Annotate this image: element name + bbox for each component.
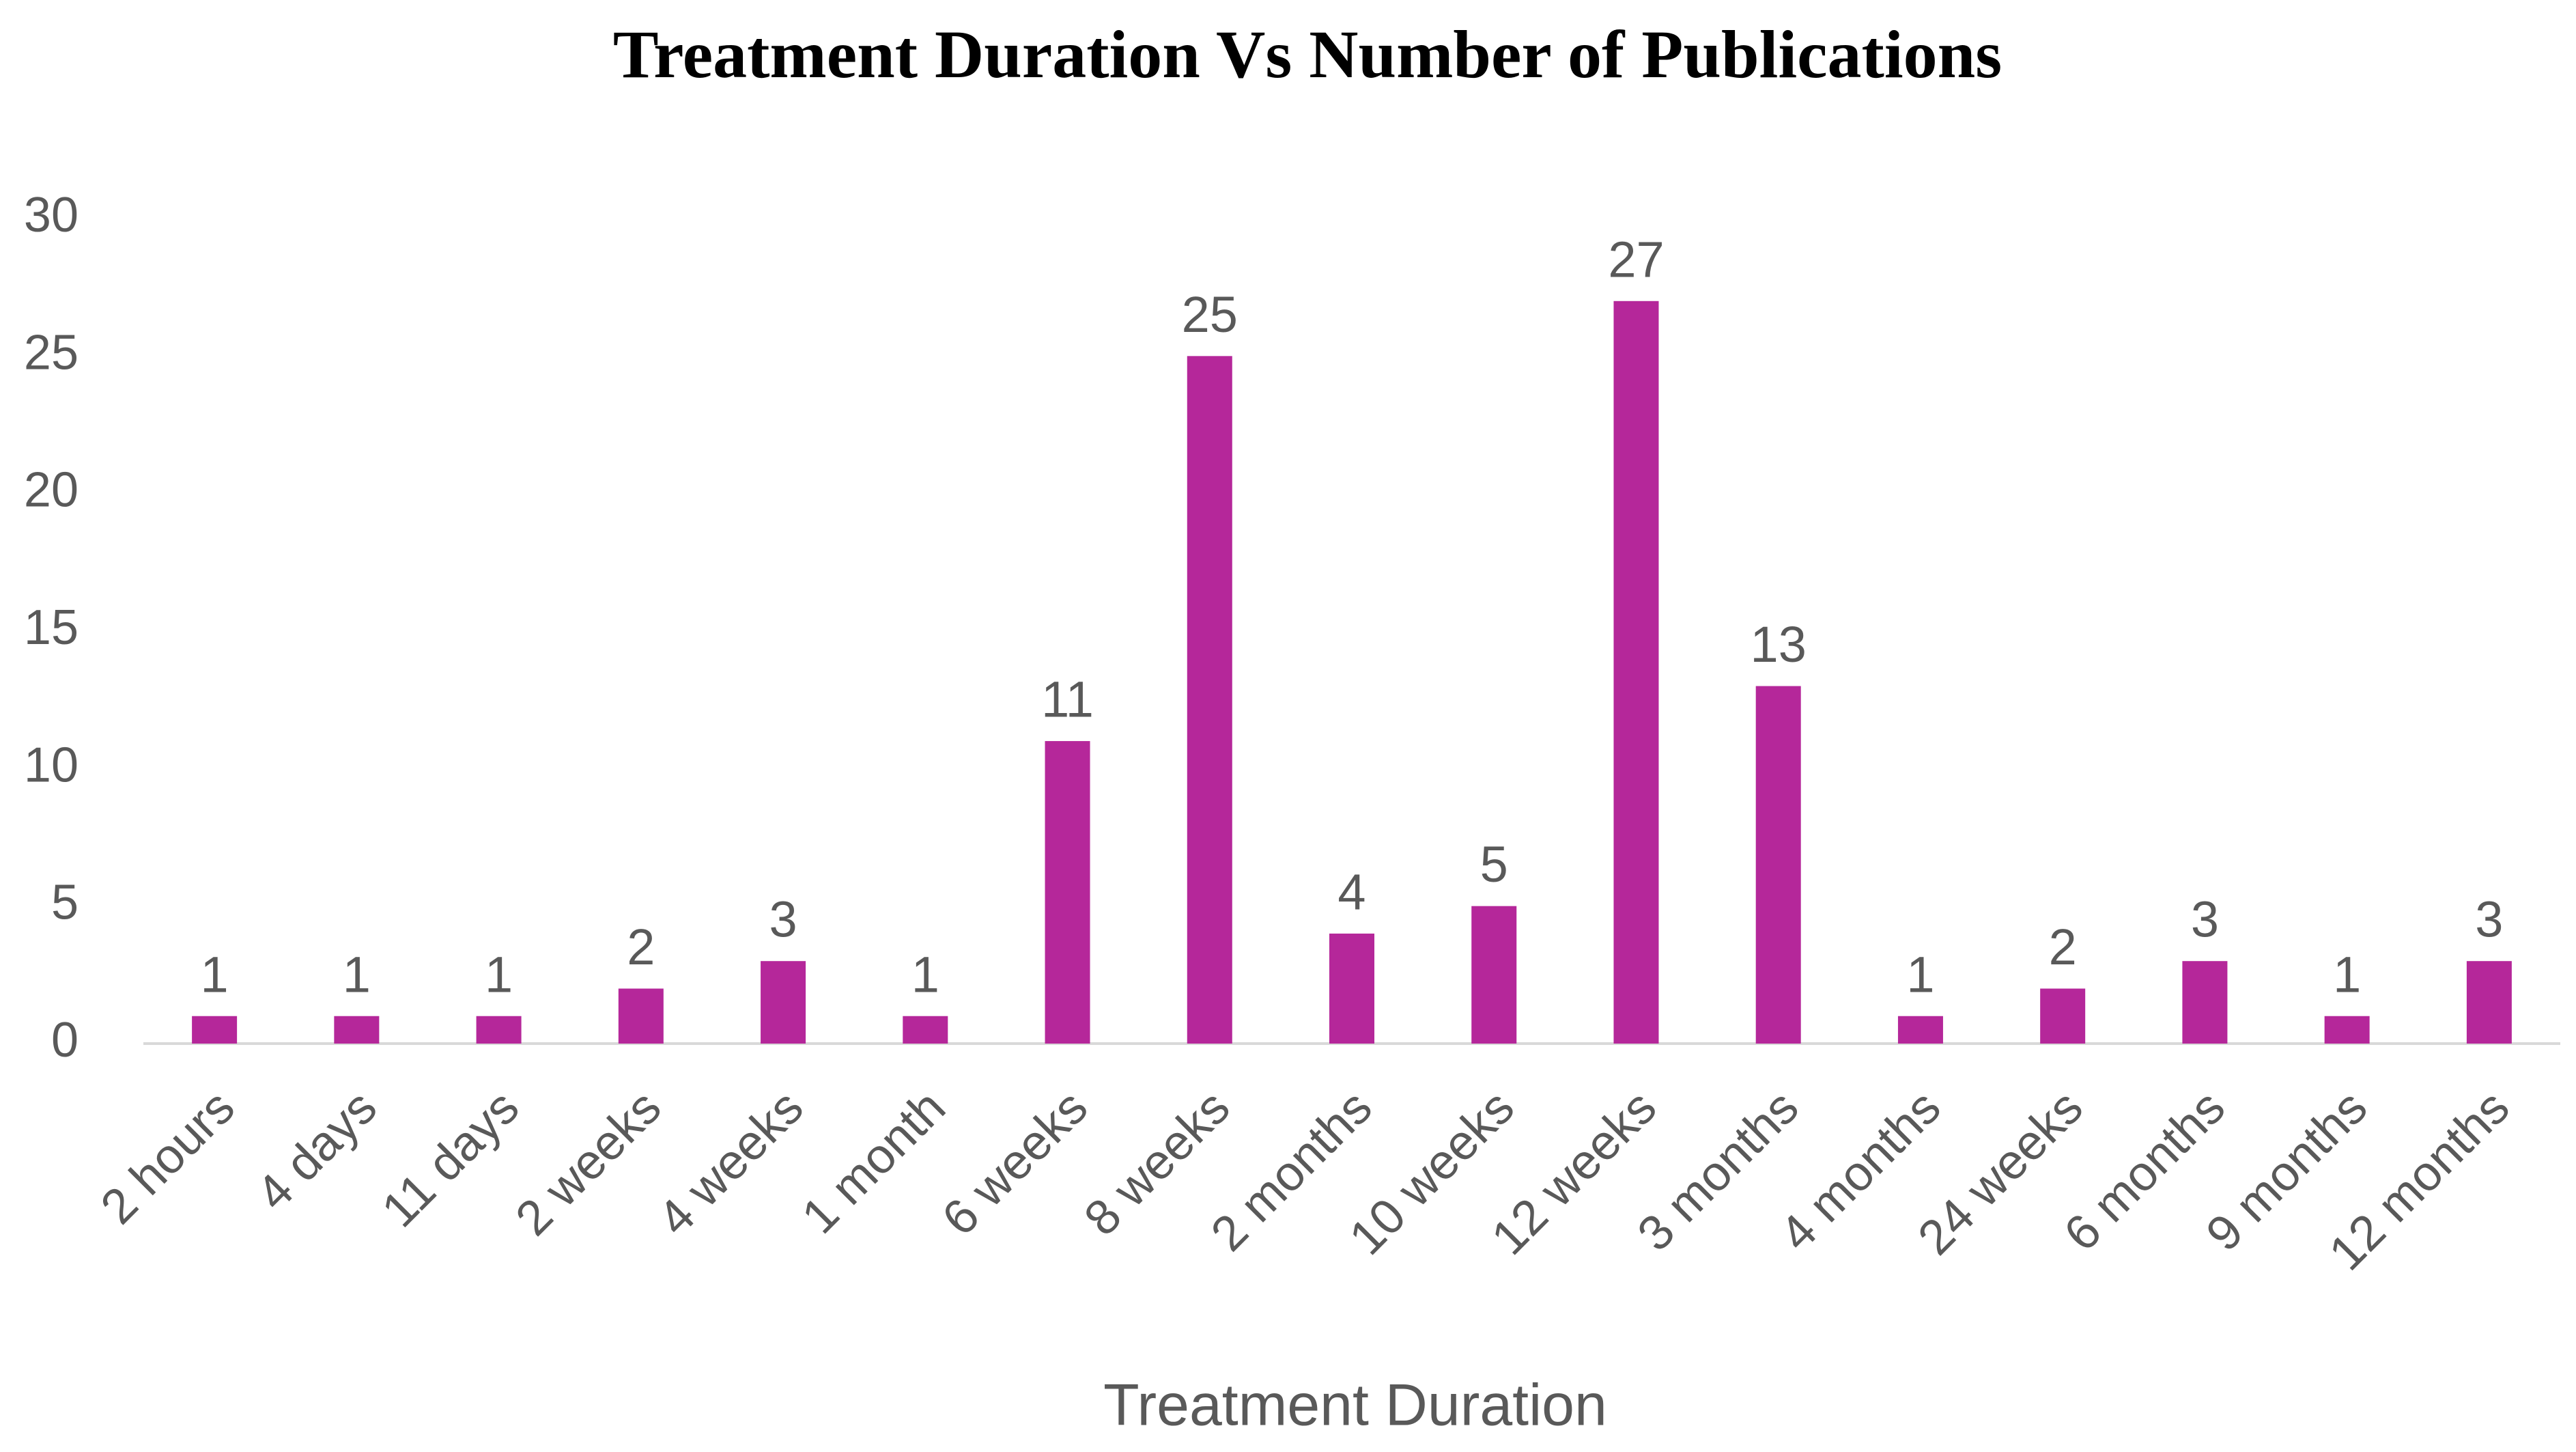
- data-label: 1: [2333, 946, 2361, 1003]
- x-tick-label: 2 hours: [90, 1080, 244, 1234]
- data-label: 1: [911, 946, 939, 1003]
- data-label: 3: [2475, 891, 2503, 948]
- data-label: 1: [485, 946, 513, 1003]
- bar: [334, 1016, 380, 1044]
- data-label: 1: [343, 946, 371, 1003]
- bar: [618, 988, 664, 1044]
- bar: [1471, 906, 1517, 1044]
- y-tick-label: 5: [51, 876, 79, 930]
- data-label: 1: [1906, 946, 1934, 1003]
- bar: [1045, 741, 1090, 1044]
- bar: [1329, 933, 1374, 1044]
- data-label: 25: [1182, 286, 1238, 343]
- x-axis-title: Treatment Duration: [1103, 1373, 1607, 1438]
- x-tick-label: 11 days: [371, 1080, 529, 1238]
- x-tick-label: 4 days: [246, 1080, 388, 1221]
- bar: [2040, 988, 2086, 1044]
- chart-title: Treatment Duration Vs Number of Publicat…: [613, 16, 2002, 92]
- data-label: 11: [1041, 671, 1094, 728]
- y-tick-label: 30: [24, 188, 79, 242]
- y-tick-label: 0: [51, 1013, 79, 1067]
- data-label: 27: [1608, 231, 1664, 288]
- data-label: 4: [1337, 863, 1365, 920]
- bar: [903, 1016, 948, 1044]
- bar: [761, 961, 806, 1044]
- bar: [476, 1016, 522, 1044]
- y-tick-label: 10: [24, 738, 79, 792]
- bar: [192, 1016, 238, 1044]
- x-tick-label: 6 weeks: [932, 1080, 1098, 1246]
- data-label: 3: [769, 891, 797, 948]
- data-label: 3: [2191, 891, 2219, 948]
- bar: [1613, 301, 1659, 1044]
- data-label: 5: [1480, 836, 1508, 893]
- bar: [1897, 1016, 1943, 1044]
- bar: [2182, 961, 2228, 1044]
- y-tick-label: 20: [24, 463, 79, 518]
- y-tick-label: 25: [24, 325, 79, 380]
- data-label: 2: [627, 919, 655, 975]
- bar: [1755, 686, 1801, 1044]
- y-tick-label: 15: [24, 600, 79, 655]
- data-label: 2: [2049, 919, 2077, 975]
- bar: [1187, 356, 1232, 1044]
- bar: [2466, 961, 2512, 1044]
- data-label: 13: [1751, 616, 1807, 673]
- x-tick-label: 2 weeks: [505, 1080, 671, 1246]
- x-tick-label: 4 weeks: [647, 1080, 813, 1246]
- x-tick-label: 1 month: [792, 1080, 957, 1244]
- bar: [2324, 1016, 2370, 1044]
- data-label: 1: [201, 946, 229, 1003]
